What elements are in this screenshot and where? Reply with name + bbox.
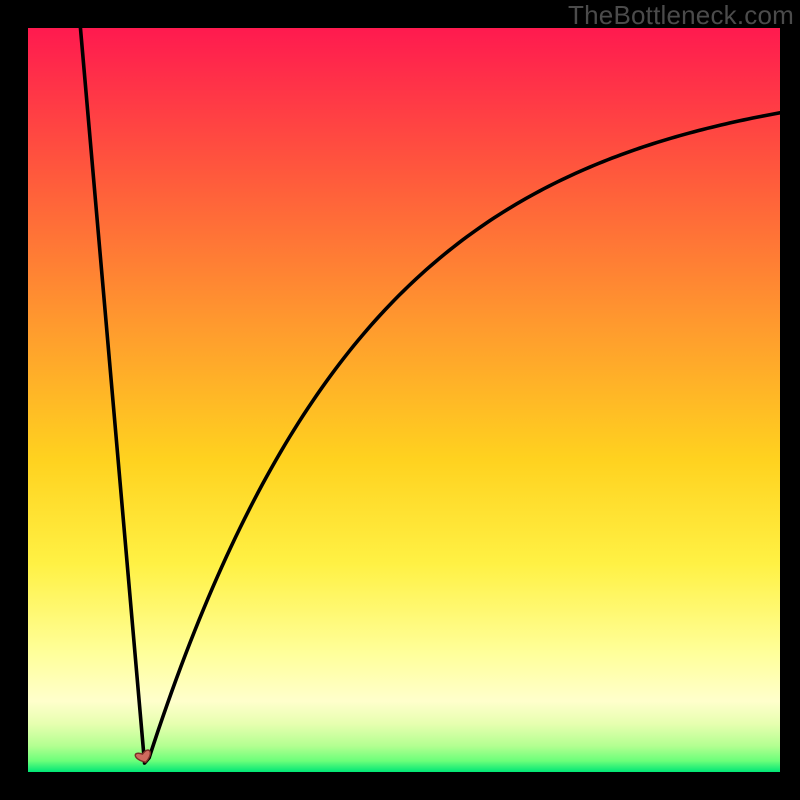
bottleneck-curve [79, 28, 780, 763]
watermark-text: TheBottleneck.com [568, 0, 794, 31]
plot-area [28, 28, 780, 772]
heart-marker-icon [135, 749, 153, 764]
plot-svg [28, 28, 780, 772]
chart-frame: TheBottleneck.com [0, 0, 800, 800]
